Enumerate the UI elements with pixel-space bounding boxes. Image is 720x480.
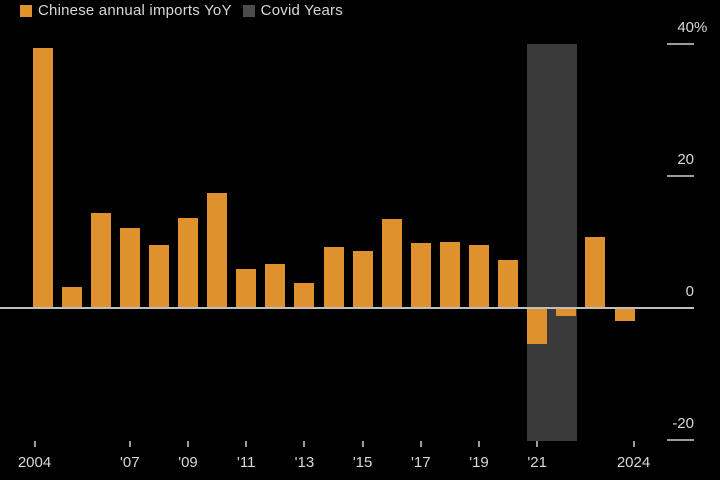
x-axis-tick-2015 [361,441,364,447]
x-axis-tick-2009 [187,441,189,447]
bar-2021 [527,308,548,344]
bar-2011 [236,269,257,308]
bar-2007 [119,227,140,308]
x-axis-tick-2019 [478,441,480,447]
x-axis-label-2013: '13 [294,454,315,471]
bar-2022 [556,308,577,316]
bar-2013 [294,282,315,308]
legend: Chinese annual imports YoY Covid Years [20,2,343,20]
bar-2012 [265,263,286,308]
x-axis-label-2021: '21 [527,454,547,471]
bar-2004 [32,47,53,308]
bar-2008 [148,245,169,308]
bar-2009 [178,217,198,308]
x-axis-label-2004: 2004 [17,454,52,471]
bar-2006 [90,213,111,308]
covid-years-swatch [242,5,255,17]
y-axis-label-20: 20 [677,151,694,169]
x-axis-label-2024: 2024 [616,454,651,471]
x-axis-label-2017: '17 [411,454,431,471]
x-axis-tick-2011 [245,441,248,447]
y-axis-tick-40 [667,43,694,46]
y-axis-label--20: -20 [672,414,694,432]
y-axis-label-suffix: % [694,19,708,37]
x-axis-tick-2021 [536,441,539,447]
x-axis-label-2009: '09 [178,454,198,471]
bar-2019 [469,244,489,308]
x-axis-tick-2007 [128,441,131,447]
x-axis-tick-2017 [419,441,422,447]
covid-years-label: Covid Years [260,2,343,19]
y-axis-tick-20 [667,175,694,178]
x-axis-label-2011: '11 [236,454,256,471]
bar-2018 [439,242,460,308]
x-axis-tick-2004 [33,441,36,447]
y-axis-label-0: 0 [685,283,694,300]
x-axis-tick-2024 [632,441,635,447]
x-axis-label-2015: '15 [352,454,373,471]
bar-2005 [61,286,82,308]
imports-series-label: Chinese annual imports YoY [38,2,232,19]
bar-2015 [352,250,373,308]
bar-2023 [585,236,606,308]
imports-series-swatch [20,5,32,17]
x-axis-label-2007: '07 [120,454,140,471]
bar-2010 [207,192,228,308]
y-axis-label-40: 40% [677,19,708,37]
x-axis-label-2019: '19 [469,454,489,471]
bar-2024 [614,308,635,322]
bar-2016 [381,219,402,308]
zero-axis-line [0,307,694,309]
bar-2020 [498,259,519,308]
y-axis-tick--20 [667,438,694,441]
bar-2014 [323,246,344,308]
covid-years-band [526,44,577,441]
bar-2017 [410,242,431,308]
x-axis-tick-2013 [303,441,306,447]
